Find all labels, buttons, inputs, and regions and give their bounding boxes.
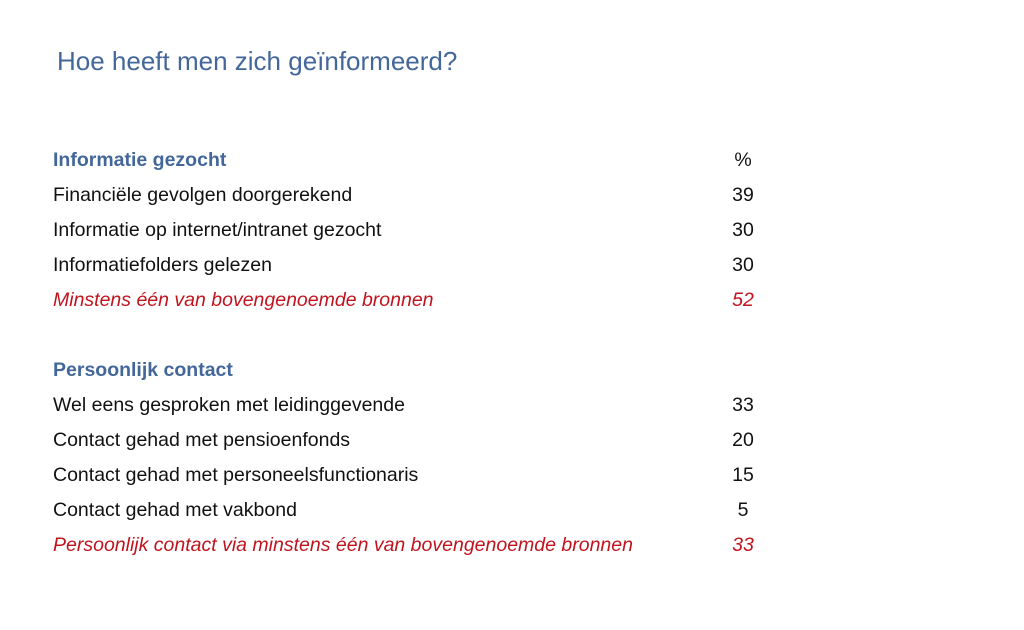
section-heading: Persoonlijk contact [53,359,233,381]
row-label: Informatie op internet/intranet gezocht [53,219,382,241]
table-row: Contact gehad met vakbond 5 [53,494,773,526]
row-label: Contact gehad met pensioenfonds [53,429,351,451]
page-title: Hoe heeft men zich geïnformeerd? [57,46,458,76]
summary-value: 33 [732,534,754,556]
summary-label: Persoonlijk contact via minstens één van… [53,534,633,556]
row-value: 20 [732,429,754,451]
section-header-informatie: Informatie gezocht % [53,144,773,176]
row-label: Informatiefolders gelezen [53,254,272,276]
table-row: Informatiefolders gelezen 30 [53,249,773,281]
unit-header: % [734,149,752,171]
summary-row: Minstens één van bovengenoemde bronnen 5… [53,284,773,316]
table-row: Wel eens gesproken met leidinggevende 33 [53,389,773,421]
row-value: 5 [737,499,749,521]
row-value: 39 [732,184,754,206]
row-value: 33 [732,394,754,416]
table-row: Contact gehad met pensioenfonds 20 [53,424,773,456]
table-row: Informatie op internet/intranet gezocht … [53,214,773,246]
section-heading: Informatie gezocht [53,149,227,171]
table-row: Contact gehad met personeelsfunctionaris… [53,459,773,491]
section-header-persoonlijk: Persoonlijk contact [53,354,773,386]
table-row: Financiële gevolgen doorgerekend 39 [53,179,773,211]
summary-value: 52 [732,289,754,311]
row-label: Financiële gevolgen doorgerekend [53,184,353,206]
row-label: Wel eens gesproken met leidinggevende [53,394,405,416]
row-value: 15 [732,464,754,486]
row-value: 30 [732,219,754,241]
summary-row: Persoonlijk contact via minstens één van… [53,529,773,561]
row-value: 30 [732,254,754,276]
row-label: Contact gehad met vakbond [53,499,297,521]
row-label: Contact gehad met personeelsfunctionaris [53,464,419,486]
summary-label: Minstens één van bovengenoemde bronnen [53,289,434,311]
